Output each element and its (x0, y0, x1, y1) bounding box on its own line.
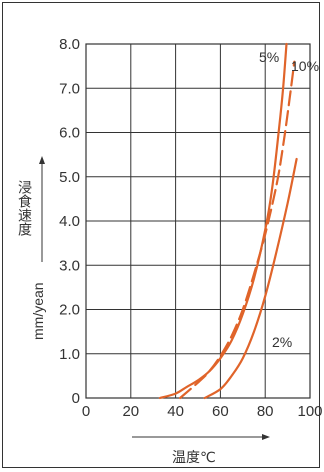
series-line-3 (179, 60, 296, 400)
y-tick-label: 8.0 (59, 36, 80, 53)
x-tick-label: 60 (212, 403, 229, 420)
y-axis-label: 浸食速度 mm/yean (17, 156, 46, 340)
x-tick-label: 20 (122, 403, 139, 420)
series-label-2pct: 2% (272, 334, 292, 350)
y-tick-label: 5.0 (59, 169, 80, 186)
chart-frame (2, 2, 320, 468)
y-axis-arrowhead (39, 156, 45, 164)
y-axis-title: 浸食速度 (17, 180, 33, 236)
x-axis-arrowhead (262, 434, 270, 440)
x-tick-label: 40 (167, 403, 184, 420)
y-tick-label: 1.0 (59, 346, 80, 363)
x-axis-title: 温度℃ (172, 449, 216, 465)
x-tick-label: 80 (257, 403, 274, 420)
series-line-2 (158, 42, 288, 400)
y-tick-label: 0 (72, 390, 80, 407)
x-tick-label: 100 (297, 403, 322, 420)
y-tick-label: 7.0 (59, 80, 80, 97)
chart-series (158, 42, 298, 400)
y-tick-label: 2.0 (59, 302, 80, 319)
y-tick-label: 6.0 (59, 125, 80, 142)
x-axis-label: 温度℃ (132, 434, 270, 465)
series-label-5pct: 5% (259, 49, 279, 65)
series-line-1 (203, 157, 298, 400)
y-tick-label: 4.0 (59, 213, 80, 230)
y-axis-unit: mm/yean (30, 282, 46, 340)
x-tick-label: 0 (82, 403, 90, 420)
series-label-10pct: 10% (291, 58, 319, 74)
chart-grid (85, 43, 311, 399)
y-tick-label: 3.0 (59, 257, 80, 274)
chart-ticks: 0 20 40 60 80 100 0 1.0 2.0 3.0 4.0 5.0 6.0 7.0 8.0 (59, 36, 322, 420)
